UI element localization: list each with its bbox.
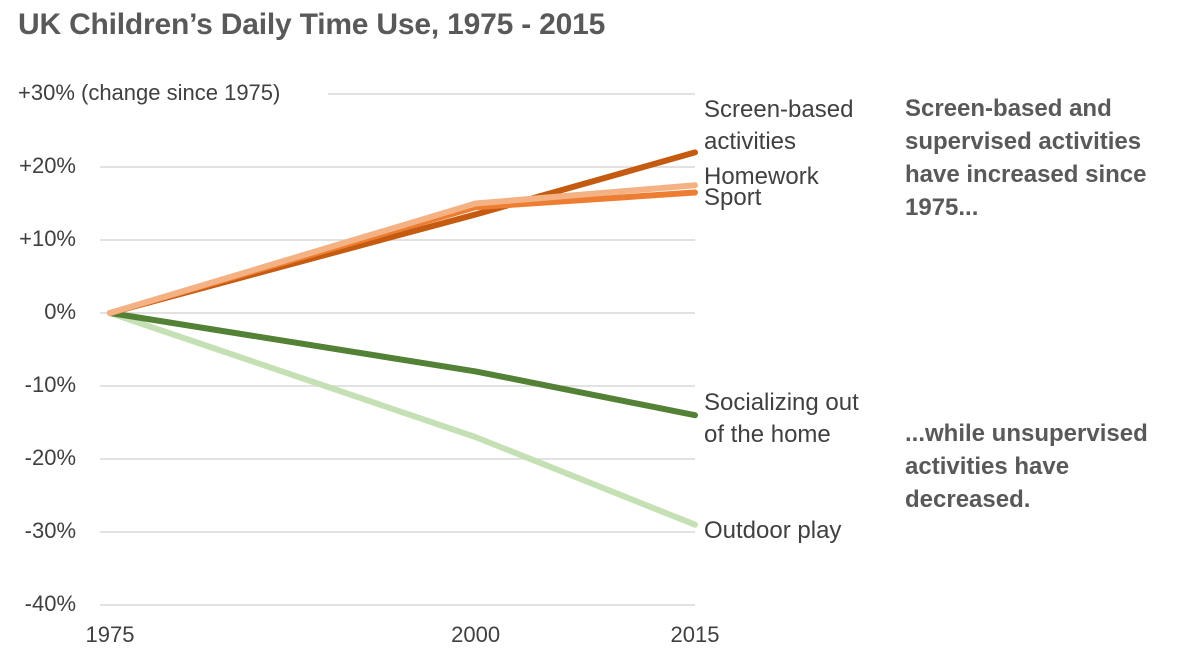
x-tick-label: 1975: [85, 622, 135, 647]
y-tick-label: +10%: [19, 226, 76, 251]
annotation-decrease: ...while unsupervised activities have de…: [905, 420, 1148, 513]
annotation-increase: Screen-based and supervised activities h…: [905, 95, 1147, 221]
series-label-sport: Sport: [704, 182, 894, 214]
series-label-homework: Homework: [704, 161, 894, 193]
y-tick-label: -10%: [24, 372, 76, 397]
y-tick-label: -20%: [24, 445, 76, 470]
series-label-outdoor-play-line1: Outdoor play: [704, 517, 842, 544]
series-line-homework: [107, 182, 698, 316]
series-label-socializing-line2: of the home: [704, 421, 831, 448]
series-label-screen-based-line2: activities: [704, 128, 797, 155]
series-label-outdoor-play: Outdoor play: [704, 515, 894, 547]
y-tick-label: +30% (change since 1975): [18, 80, 281, 105]
y-tick-label: -30%: [24, 518, 76, 543]
series-label-screen-based: Screen-based activities: [704, 94, 894, 158]
y-tick-label: -40%: [24, 591, 76, 616]
series-label-socializing: Socializing out of the home: [704, 387, 894, 451]
series-label-homework-line1: Homework: [704, 163, 819, 190]
series-label-sport-line1: Sport: [704, 184, 762, 211]
series-label-socializing-line1: Socializing out: [704, 389, 859, 416]
series-line-socializing-out-of-the-home: [107, 310, 698, 419]
series-line-outdoor-play: [107, 310, 698, 528]
series-label-screen-based-line1: Screen-based: [704, 96, 854, 123]
x-tick-label: 2015: [670, 622, 720, 647]
y-tick-label: 0%: [44, 299, 76, 324]
y-tick-label: +20%: [19, 153, 76, 178]
series-line-sport: [107, 189, 698, 316]
chart-title: UK Children’s Daily Time Use, 1975 - 201…: [18, 8, 606, 41]
x-tick-label: 2000: [451, 622, 501, 647]
